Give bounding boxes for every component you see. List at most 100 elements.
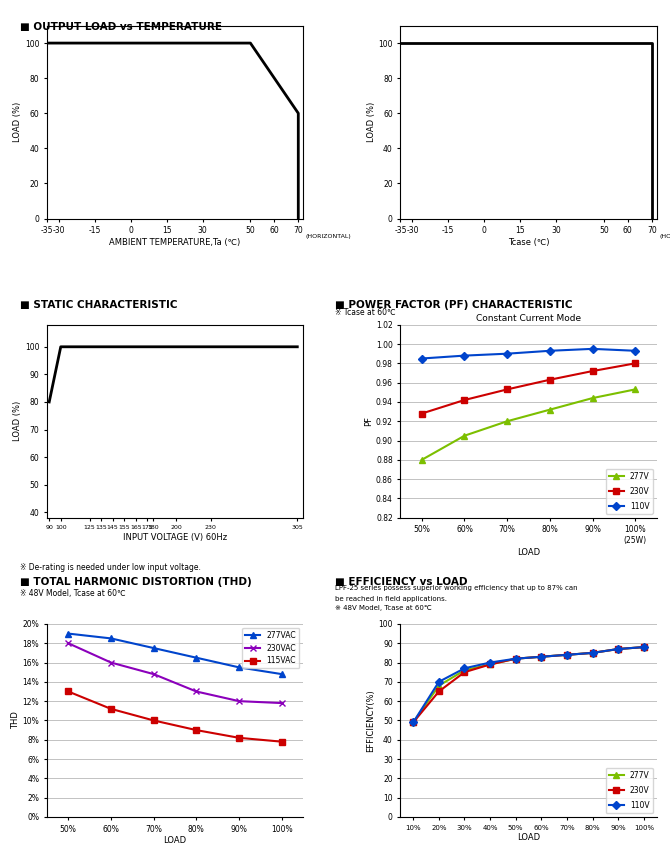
115VAC xyxy=(107,704,115,714)
Y-axis label: LOAD (%): LOAD (%) xyxy=(13,102,22,142)
115VAC xyxy=(235,733,243,743)
110V xyxy=(563,649,571,660)
277VAC xyxy=(64,629,72,639)
230V xyxy=(409,717,417,728)
X-axis label: LOAD: LOAD xyxy=(163,837,186,845)
277V xyxy=(460,665,468,676)
Text: ■ OUTPUT LOAD vs TEMPERATURE: ■ OUTPUT LOAD vs TEMPERATURE xyxy=(20,22,222,32)
Text: ■ TOTAL HARMONIC DISTORTION (THD): ■ TOTAL HARMONIC DISTORTION (THD) xyxy=(20,577,252,587)
115VAC xyxy=(192,725,200,735)
Text: (HORIZONTAL): (HORIZONTAL) xyxy=(659,234,670,239)
Text: ※ 48V Model, Tcase at 60℃: ※ 48V Model, Tcase at 60℃ xyxy=(335,605,431,611)
110V xyxy=(631,346,639,356)
110V xyxy=(503,349,511,359)
X-axis label: Tcase (℃): Tcase (℃) xyxy=(508,238,549,247)
Line: 230VAC: 230VAC xyxy=(66,641,285,705)
Line: 115VAC: 115VAC xyxy=(66,688,285,745)
Text: be reached in field applications.: be reached in field applications. xyxy=(335,596,447,602)
230V xyxy=(537,652,545,662)
X-axis label: INPUT VOLTAGE (V) 60Hz: INPUT VOLTAGE (V) 60Hz xyxy=(123,534,227,542)
230V xyxy=(512,654,520,664)
277V xyxy=(418,454,426,465)
230V xyxy=(418,408,426,419)
110V xyxy=(486,658,494,668)
Line: 230V: 230V xyxy=(419,361,638,416)
115VAC xyxy=(277,737,285,747)
277V xyxy=(409,717,417,728)
277V xyxy=(563,649,571,660)
277VAC xyxy=(235,662,243,672)
Text: ※ Tcase at 60℃: ※ Tcase at 60℃ xyxy=(335,308,395,317)
277V xyxy=(588,648,596,658)
Text: ■ POWER FACTOR (PF) CHARACTERISTIC: ■ POWER FACTOR (PF) CHARACTERISTIC xyxy=(335,300,572,310)
Line: 110V: 110V xyxy=(419,346,638,362)
277V xyxy=(512,654,520,664)
277V xyxy=(503,416,511,426)
230V xyxy=(640,642,648,652)
Line: 110V: 110V xyxy=(411,644,647,725)
Y-axis label: LOAD (%): LOAD (%) xyxy=(13,401,22,442)
110V xyxy=(418,353,426,363)
Legend: 277VAC, 230VAC, 115VAC: 277VAC, 230VAC, 115VAC xyxy=(242,628,299,669)
110V xyxy=(588,648,596,658)
Y-axis label: EFFICIENCY(%): EFFICIENCY(%) xyxy=(366,689,375,751)
110V xyxy=(435,677,443,687)
Text: LPF-25 series possess superior working efficiency that up to 87% can: LPF-25 series possess superior working e… xyxy=(335,585,578,591)
Text: ■ EFFICIENCY vs LOAD: ■ EFFICIENCY vs LOAD xyxy=(335,577,468,587)
Y-axis label: LOAD (%): LOAD (%) xyxy=(366,102,375,142)
230VAC xyxy=(277,698,285,708)
115VAC xyxy=(64,687,72,697)
277V xyxy=(640,642,648,652)
Line: 277V: 277V xyxy=(411,644,647,725)
Text: ※ De-rating is needed under low input voltage.: ※ De-rating is needed under low input vo… xyxy=(20,563,201,573)
230V xyxy=(588,648,596,658)
110V xyxy=(640,642,648,652)
230VAC xyxy=(149,669,157,679)
Line: 230V: 230V xyxy=(411,644,647,725)
Line: 277VAC: 277VAC xyxy=(66,631,285,677)
110V xyxy=(460,351,468,361)
X-axis label: LOAD: LOAD xyxy=(517,547,540,557)
230V xyxy=(486,660,494,670)
Legend: 277V, 230V, 110V: 277V, 230V, 110V xyxy=(606,469,653,514)
110V xyxy=(614,644,622,654)
Legend: 277V, 230V, 110V: 277V, 230V, 110V xyxy=(606,768,653,814)
277V xyxy=(588,393,596,403)
Title: Constant Current Mode: Constant Current Mode xyxy=(476,313,581,323)
Text: ■ STATIC CHARACTERISTIC: ■ STATIC CHARACTERISTIC xyxy=(20,300,178,310)
110V xyxy=(537,652,545,662)
X-axis label: AMBIENT TEMPERATURE,Ta (℃): AMBIENT TEMPERATURE,Ta (℃) xyxy=(109,238,241,247)
230V xyxy=(460,395,468,405)
230VAC xyxy=(192,687,200,697)
277VAC xyxy=(277,669,285,679)
230V xyxy=(503,385,511,395)
110V xyxy=(546,346,554,356)
230V xyxy=(631,358,639,368)
Y-axis label: THD: THD xyxy=(11,711,19,729)
110V xyxy=(460,663,468,673)
Line: 277V: 277V xyxy=(419,386,638,463)
230V xyxy=(614,644,622,654)
230V xyxy=(546,374,554,385)
277V xyxy=(614,644,622,654)
230VAC xyxy=(107,658,115,668)
230V xyxy=(563,649,571,660)
Text: ※ 48V Model, Tcase at 60℃: ※ 48V Model, Tcase at 60℃ xyxy=(20,589,126,598)
230VAC xyxy=(235,696,243,706)
277VAC xyxy=(192,653,200,663)
277V xyxy=(486,660,494,670)
Y-axis label: PF: PF xyxy=(364,416,373,426)
277V xyxy=(546,404,554,414)
277V xyxy=(631,385,639,395)
230V xyxy=(460,667,468,677)
277V xyxy=(460,431,468,441)
277VAC xyxy=(149,643,157,654)
Text: (HORIZONTAL): (HORIZONTAL) xyxy=(306,234,351,239)
277VAC xyxy=(107,633,115,643)
110V xyxy=(409,717,417,728)
115VAC xyxy=(149,716,157,726)
110V xyxy=(512,654,520,664)
230V xyxy=(588,366,596,376)
X-axis label: LOAD: LOAD xyxy=(517,833,540,842)
110V xyxy=(588,344,596,354)
